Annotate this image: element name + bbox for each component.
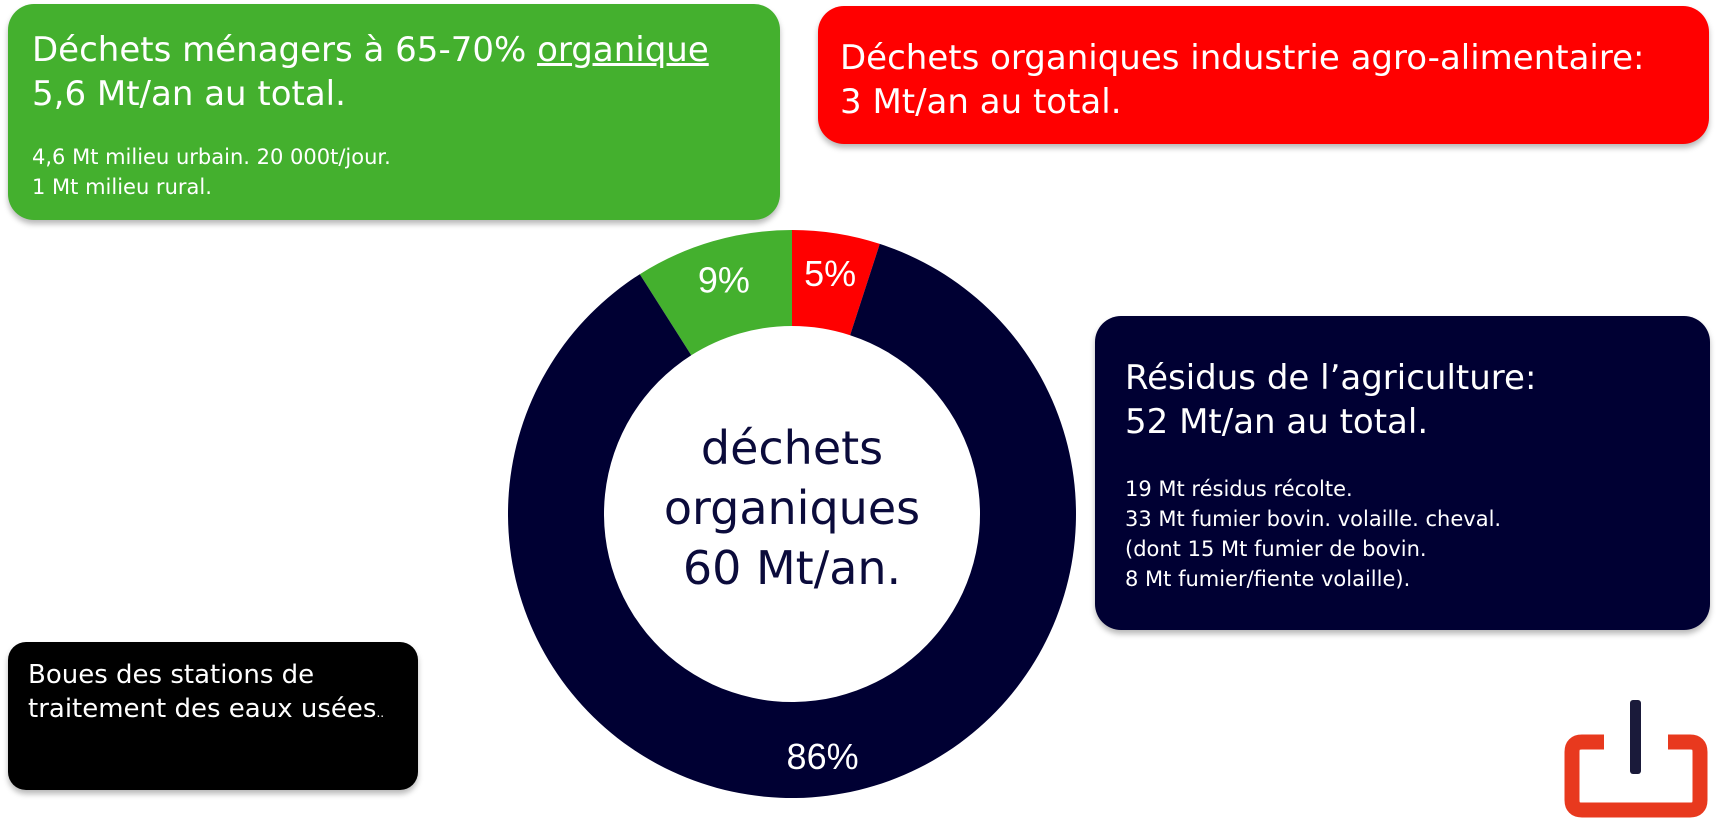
center-label-line: déchets: [700, 421, 884, 475]
sludge-text: Boues des stations de traitement des eau…: [28, 658, 398, 730]
agrifood-waste-box: Déchets organiques industrie agro-alimen…: [818, 6, 1709, 144]
household-waste-title-prefix: Déchets ménagers à 65-70%: [32, 30, 538, 70]
agrifood-waste-total: 3 Mt/an au total.: [840, 82, 1122, 122]
donut-center-label: déchets organiques 60 Mt/an.: [592, 418, 992, 598]
agriculture-residues-line: 8 Mt fumier/fiente volaille).: [1125, 567, 1411, 591]
slice-household: [639, 230, 792, 356]
center-label-line: 60 Mt/an.: [682, 541, 902, 595]
agriculture-residues-title-line: Résidus de l’agriculture:: [1125, 358, 1537, 398]
agrifood-waste-title: Déchets organiques industrie agro-alimen…: [840, 36, 1687, 124]
agriculture-residues-line: 19 Mt résidus récolte.: [1125, 477, 1353, 501]
agriculture-residues-line: (dont 15 Mt fumier de bovin.: [1125, 537, 1427, 561]
household-waste-details: 4,6 Mt milieu urbain. 20 000t/jour. 1 Mt…: [32, 142, 756, 202]
slice-agrifood: [792, 230, 880, 336]
household-waste-title: Déchets ménagers à 65-70% organique 5,6 …: [32, 28, 756, 116]
agriculture-residues-title: Résidus de l’agriculture: 52 Mt/an au to…: [1125, 356, 1680, 444]
slice-label: 5%: [804, 253, 856, 294]
center-label-line: organiques: [663, 481, 921, 535]
slice-label: 9%: [698, 260, 750, 301]
household-waste-total: 5,6 Mt/an au total.: [32, 74, 346, 114]
sludge-box: Boues des stations de traitement des eau…: [8, 642, 418, 790]
power-icon: [1564, 700, 1708, 818]
slice-label: 86%: [787, 736, 859, 777]
sludge-line: Boues des stations de: [28, 660, 315, 690]
household-waste-box: Déchets ménagers à 65-70% organique 5,6 …: [8, 4, 780, 220]
agriculture-residues-line: 33 Mt fumier bovin. volaille. cheval.: [1125, 507, 1502, 531]
household-waste-line: 1 Mt milieu rural.: [32, 175, 212, 199]
sludge-suffix: ..: [376, 706, 385, 720]
agrifood-waste-title-line: Déchets organiques industrie agro-alimen…: [840, 38, 1645, 78]
sludge-line: traitement des eaux usées: [28, 694, 377, 724]
agriculture-residues-total: 52 Mt/an au total.: [1125, 402, 1429, 442]
organic-underlined: organique: [537, 30, 709, 70]
agriculture-residues-box: Résidus de l’agriculture: 52 Mt/an au to…: [1095, 316, 1710, 630]
slice-agriculture: [508, 243, 1076, 798]
agriculture-residues-details: 19 Mt résidus récolte. 33 Mt fumier bovi…: [1125, 474, 1680, 594]
household-waste-line: 4,6 Mt milieu urbain. 20 000t/jour.: [32, 145, 391, 169]
